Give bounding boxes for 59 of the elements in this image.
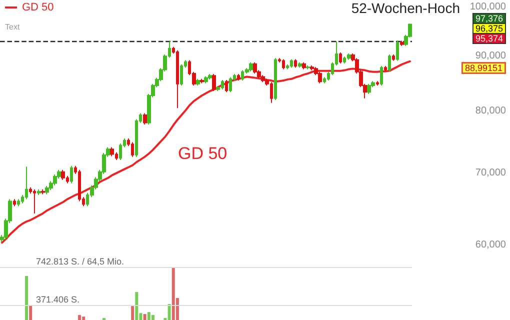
candlestick (143, 112, 147, 126)
candlestick (294, 58, 297, 68)
candlestick (25, 166, 28, 200)
candlestick (61, 169, 65, 180)
candlestick (33, 188, 36, 214)
candlestick (367, 83, 371, 94)
candlestick (298, 62, 302, 68)
ref-line-label: 742.813 S. / 64,5 Mio. (36, 256, 124, 266)
ref-line-label: 371.406 S. (36, 294, 80, 304)
candlestick (237, 74, 240, 82)
candlestick (110, 146, 114, 157)
y-tick-label: 70,000 (475, 168, 506, 179)
candlestick (180, 64, 183, 86)
candlestick (41, 188, 45, 195)
candlestick (306, 65, 310, 70)
candlestick (396, 40, 399, 62)
candlestick (17, 198, 20, 207)
line-series (1, 60, 411, 244)
candlestick (318, 71, 322, 84)
ref-line-label: 52-Wochen-Hoch (351, 0, 460, 16)
candlestick (229, 76, 232, 93)
candlestick (400, 40, 404, 46)
candlestick (37, 188, 41, 196)
candlestick (212, 74, 216, 92)
candlestick (384, 66, 387, 72)
candlestick (225, 79, 228, 93)
candlestick (249, 62, 253, 72)
text: 96,375 (475, 24, 504, 34)
candlestick (290, 58, 293, 68)
y-tick-label: 90,000 (475, 50, 506, 62)
candlestick (131, 142, 134, 158)
candlestick (53, 174, 57, 186)
y-tick-label: 80,000 (475, 105, 506, 116)
candlestick (302, 62, 306, 70)
text: 97,376 (475, 14, 504, 24)
candlestick (261, 74, 265, 83)
text: 95,374 (475, 34, 504, 44)
candlestick (196, 78, 200, 86)
candlestick (274, 58, 277, 101)
candlestick (13, 198, 16, 207)
candlestick (376, 80, 379, 86)
text: 88,99151 (464, 63, 503, 73)
y-tick-label: 100,000 (470, 2, 506, 12)
annotation: Text (5, 22, 20, 32)
legend-label: GD 50 (22, 2, 54, 14)
annotation: GD 50 (178, 144, 228, 163)
candlestick (388, 54, 391, 72)
candlestick (310, 65, 314, 71)
candlestick (380, 66, 383, 86)
candlestick (200, 78, 204, 84)
candlestick (347, 53, 351, 60)
candlestick (339, 52, 342, 64)
candlestick (176, 50, 179, 109)
candlestick (208, 74, 212, 80)
candlestick (204, 76, 208, 84)
candlestick (282, 58, 285, 70)
candlestick (392, 54, 395, 62)
y-tick-label: 60,000 (475, 240, 506, 250)
candlestick (70, 165, 73, 184)
